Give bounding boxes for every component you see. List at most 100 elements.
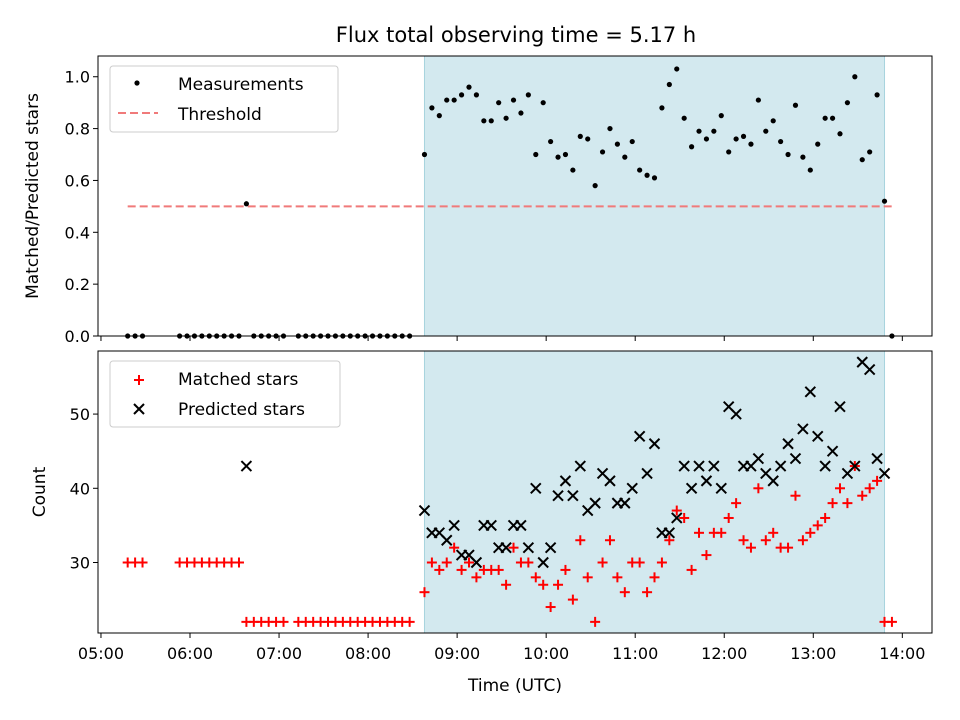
matched-star-point bbox=[137, 557, 148, 568]
measurement-point bbox=[243, 201, 249, 207]
matched-star-point bbox=[434, 564, 445, 575]
top-x-ticks bbox=[100, 336, 903, 341]
matched-star-point bbox=[827, 498, 838, 509]
predicted-star-point bbox=[767, 475, 779, 487]
predicted-star-point bbox=[500, 541, 512, 554]
predicted-star-point bbox=[470, 556, 483, 569]
matched-star-point bbox=[753, 483, 764, 494]
top-shaded-span bbox=[423, 55, 886, 337]
top-y-ticks: 0.0 0.2 0.4 0.6 0.8 1.0 bbox=[65, 68, 98, 346]
chart-title: Flux total observing time = 5.17 h bbox=[336, 23, 696, 47]
x-tick-label: 11:00 bbox=[612, 644, 658, 663]
measurement-point bbox=[644, 172, 650, 178]
measurement-point bbox=[740, 133, 747, 139]
measurement-point bbox=[540, 100, 546, 106]
measurement-point bbox=[859, 157, 865, 163]
measurement-point bbox=[503, 115, 509, 121]
measurement-point bbox=[659, 105, 665, 111]
predicted-star-point bbox=[700, 475, 713, 487]
top-panel: 0.0 0.2 0.4 0.6 0.8 1.0 Matched/Predicted sta… bbox=[23, 55, 933, 346]
matched-star-point bbox=[456, 564, 467, 575]
measurement-point bbox=[867, 149, 873, 155]
measurement-point bbox=[733, 136, 739, 142]
bottom-y-ticks: 30 40 50 bbox=[70, 405, 98, 573]
predicted-star-point bbox=[441, 534, 453, 546]
predicted-star-point bbox=[619, 497, 631, 509]
matched-star-point bbox=[553, 579, 564, 590]
predicted-star-point bbox=[849, 460, 861, 472]
matched-star-point bbox=[508, 542, 519, 553]
x-tick-label: 12:00 bbox=[701, 644, 747, 663]
measurement-point bbox=[844, 100, 851, 106]
predicted-star-point bbox=[678, 460, 690, 472]
matched-star-point bbox=[842, 498, 853, 509]
legend-label-measurements: Measurements bbox=[178, 75, 304, 95]
matched-star-point bbox=[501, 579, 512, 590]
matched-star-point bbox=[797, 535, 808, 546]
measurement-point bbox=[674, 66, 680, 72]
bottom-legend-box bbox=[109, 360, 341, 428]
matched-star-point bbox=[404, 616, 415, 627]
measurement-point bbox=[800, 154, 806, 160]
predicted-star-point bbox=[604, 475, 616, 487]
predicted-star-point bbox=[641, 467, 653, 480]
x-tick-label: 06:00 bbox=[167, 644, 213, 663]
top-legend-box bbox=[109, 65, 339, 133]
measurement-point bbox=[681, 115, 687, 121]
x-tick-label: 09:00 bbox=[434, 644, 480, 663]
measurement-point bbox=[548, 138, 554, 145]
legend-label-threshold: Threshold bbox=[177, 105, 262, 125]
predicted-star-point bbox=[834, 400, 846, 413]
matched-star-point bbox=[664, 535, 675, 546]
measurement-point bbox=[592, 183, 598, 189]
measurement-point bbox=[436, 113, 442, 119]
predicted-star-point bbox=[522, 541, 535, 554]
predicted-star-point bbox=[782, 438, 794, 450]
predicted-star-point bbox=[715, 482, 727, 494]
matched-star-point bbox=[597, 557, 608, 568]
predicted-star-point bbox=[804, 386, 817, 398]
x-tick-label: 05:00 bbox=[78, 644, 124, 663]
measurement-point bbox=[473, 92, 480, 98]
matched-star-point bbox=[634, 557, 645, 568]
matched-star-point bbox=[745, 542, 756, 553]
legend-label-matched-stars: Matched stars bbox=[178, 370, 298, 390]
predicted-star-point bbox=[693, 460, 705, 472]
top-y-tick-label: 0.8 bbox=[65, 120, 90, 139]
measurement-point bbox=[807, 167, 813, 173]
measurement-point bbox=[815, 141, 821, 147]
matched-star-point bbox=[567, 594, 578, 605]
measurement-point bbox=[718, 113, 724, 119]
matched-star-point bbox=[872, 475, 883, 486]
measurement-point bbox=[444, 97, 450, 103]
predicted-star-point bbox=[826, 445, 839, 457]
matched-star-point bbox=[590, 616, 601, 627]
measurement-point bbox=[496, 100, 502, 106]
matched-star-point bbox=[768, 527, 779, 538]
predicted-star-point bbox=[515, 519, 527, 532]
matched-star-point bbox=[864, 483, 875, 494]
matched-star-point bbox=[820, 512, 831, 523]
matched-star-point bbox=[463, 557, 474, 568]
matched-star-point bbox=[530, 572, 541, 583]
top-y-tick-label: 0.4 bbox=[65, 223, 90, 242]
measurement-point bbox=[711, 128, 717, 134]
measurement-point bbox=[562, 151, 569, 158]
predicted-star-point bbox=[685, 482, 698, 494]
measurement-point bbox=[763, 128, 769, 134]
measurement-point bbox=[852, 74, 858, 80]
predicted-star-point bbox=[633, 430, 646, 443]
measurement-point bbox=[518, 110, 524, 116]
measurement-point bbox=[629, 138, 635, 145]
top-y-tick-label: 0.6 bbox=[65, 171, 90, 190]
predicted-star-point bbox=[671, 512, 683, 524]
measurement-point bbox=[555, 154, 561, 160]
matched-star-point bbox=[582, 572, 593, 583]
measurement-point bbox=[451, 97, 457, 103]
predicted-star-point bbox=[559, 475, 572, 487]
measurement-point bbox=[770, 118, 776, 124]
matched-star-point bbox=[738, 535, 749, 546]
measurement-point bbox=[421, 151, 428, 158]
matched-star-point bbox=[560, 564, 571, 575]
legend-plus-glyph bbox=[134, 375, 144, 385]
